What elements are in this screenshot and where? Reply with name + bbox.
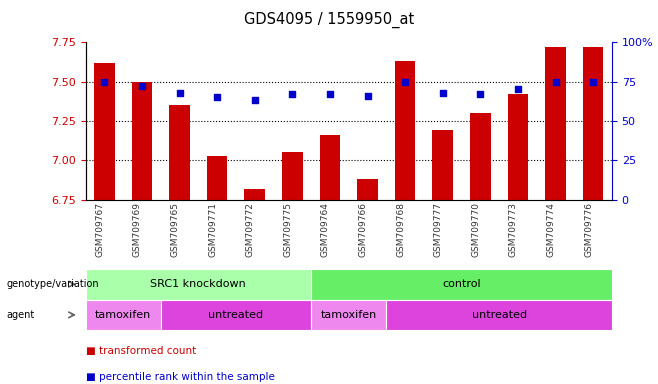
Text: ■ transformed count: ■ transformed count: [86, 346, 196, 356]
Point: [438, 89, 448, 96]
Text: genotype/variation: genotype/variation: [7, 279, 99, 289]
Point: [588, 79, 598, 85]
Point: [249, 98, 260, 104]
Text: agent: agent: [7, 310, 35, 320]
Bar: [169, 105, 190, 200]
Bar: [132, 81, 152, 200]
Point: [363, 93, 373, 99]
Text: untreated: untreated: [209, 310, 263, 320]
Bar: [357, 179, 378, 200]
Point: [324, 91, 335, 97]
Point: [513, 86, 523, 93]
Point: [212, 94, 222, 101]
Bar: [545, 47, 566, 200]
Text: untreated: untreated: [472, 310, 526, 320]
Bar: [507, 94, 528, 200]
Point: [287, 91, 297, 97]
Text: ■ percentile rank within the sample: ■ percentile rank within the sample: [86, 372, 274, 382]
Bar: [470, 113, 491, 200]
Bar: [432, 131, 453, 200]
Point: [137, 83, 147, 89]
Text: tamoxifen: tamoxifen: [95, 310, 151, 320]
Bar: [395, 61, 415, 200]
Bar: [320, 135, 340, 200]
Point: [174, 89, 185, 96]
Text: tamoxifen: tamoxifen: [320, 310, 377, 320]
Text: GDS4095 / 1559950_at: GDS4095 / 1559950_at: [244, 12, 414, 28]
Point: [475, 91, 486, 97]
Bar: [583, 47, 603, 200]
Point: [400, 79, 411, 85]
Bar: [244, 189, 265, 200]
Text: control: control: [442, 279, 481, 289]
Text: SRC1 knockdown: SRC1 knockdown: [151, 279, 246, 289]
Point: [550, 79, 561, 85]
Bar: [94, 63, 114, 200]
Bar: [282, 152, 303, 200]
Point: [99, 79, 110, 85]
Bar: [207, 156, 228, 200]
